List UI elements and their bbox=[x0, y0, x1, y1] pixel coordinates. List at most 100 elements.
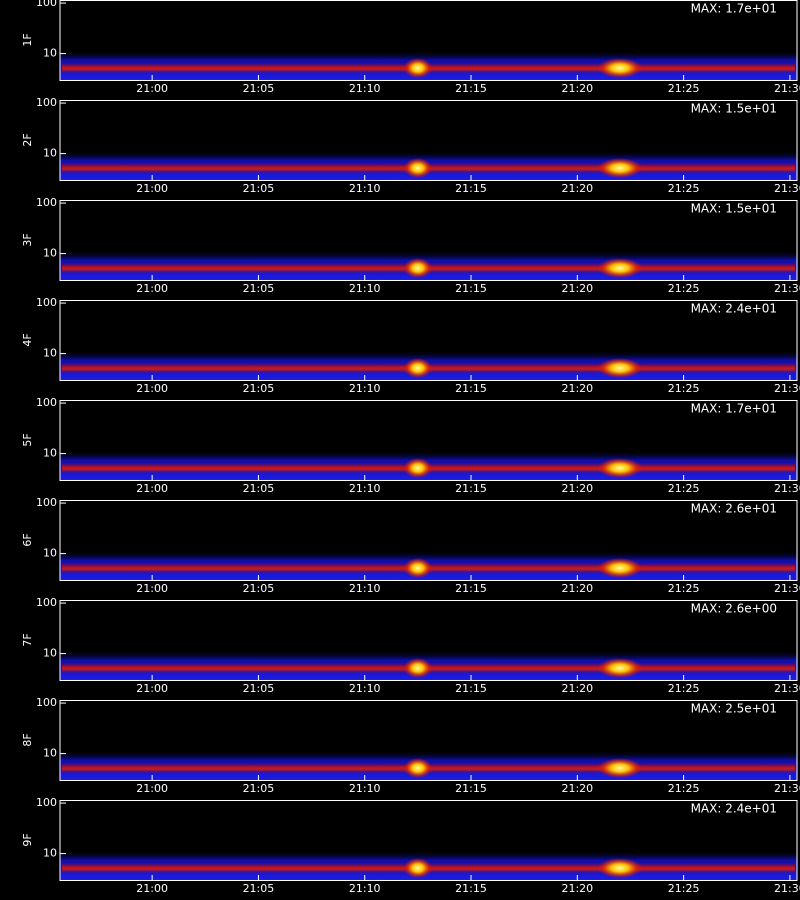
x-tick-label: 21:25 bbox=[668, 782, 700, 795]
x-tick-label: 21:25 bbox=[668, 82, 700, 95]
annotation: MAX: 2.5e+01 bbox=[691, 702, 777, 716]
y-axis-label: 1F bbox=[21, 33, 34, 46]
y-tick-label: 10 bbox=[43, 447, 57, 460]
y-tick-label: 100 bbox=[36, 396, 57, 409]
x-tick-label: 21:30 bbox=[774, 482, 800, 495]
x-tick-label: 21:20 bbox=[561, 482, 593, 495]
y-tick-label: 100 bbox=[36, 496, 57, 509]
y-tick-label: 100 bbox=[36, 596, 57, 609]
x-tick-label: 21:25 bbox=[668, 382, 700, 395]
x-tick-label: 21:10 bbox=[349, 82, 381, 95]
y-axis-label: 5F bbox=[21, 433, 34, 446]
y-tick-label: 10 bbox=[43, 347, 57, 360]
x-tick-label: 21:10 bbox=[349, 382, 381, 395]
annotation: MAX: 1.5e+01 bbox=[691, 202, 777, 216]
x-tick-label: 21:30 bbox=[774, 582, 800, 595]
burst bbox=[597, 158, 642, 178]
plot-frame bbox=[59, 100, 798, 181]
y-axis-label: 3F bbox=[21, 233, 34, 246]
x-tick-label: 21:10 bbox=[349, 482, 381, 495]
x-tick-label: 21:00 bbox=[136, 182, 168, 195]
panel: 10 100 21:00 21:05 21:10 21:15 21:20 21:25 21:30… bbox=[21, 96, 800, 195]
x-tick-label: 21:15 bbox=[455, 282, 487, 295]
y-axis-label: 9F bbox=[21, 833, 34, 846]
x-tick-label: 21:30 bbox=[774, 382, 800, 395]
annotation: MAX: 2.6e+00 bbox=[691, 602, 777, 616]
panel: 10 100 21:00 21:05 21:10 21:15 21:20 21:25 21:30… bbox=[21, 796, 800, 895]
x-tick-label: 21:05 bbox=[243, 282, 275, 295]
burst bbox=[403, 258, 432, 278]
x-tick-label: 21:15 bbox=[455, 82, 487, 95]
annotation: MAX: 2.6e+01 bbox=[691, 502, 777, 516]
x-tick-label: 21:15 bbox=[455, 882, 487, 895]
panel: 10 100 21:00 21:05 21:10 21:15 21:20 21:25 21:30… bbox=[21, 696, 800, 795]
x-tick-label: 21:05 bbox=[243, 182, 275, 195]
panel: 10 100 21:00 21:05 21:10 21:15 21:20 21:25 21:30… bbox=[21, 596, 800, 695]
y-tick-label: 10 bbox=[43, 747, 57, 760]
burst bbox=[403, 558, 432, 578]
x-tick-label: 21:00 bbox=[136, 482, 168, 495]
plot-frame bbox=[59, 500, 798, 581]
y-tick-label: 10 bbox=[43, 647, 57, 660]
x-tick-label: 21:30 bbox=[774, 282, 800, 295]
x-tick-label: 21:20 bbox=[561, 682, 593, 695]
x-tick-label: 21:15 bbox=[455, 382, 487, 395]
panel: 10 100 21:00 21:05 21:10 21:15 21:20 21:25 21:30… bbox=[21, 396, 800, 495]
y-axis-label: 7F bbox=[21, 633, 34, 646]
burst bbox=[597, 358, 642, 378]
x-tick-label: 21:30 bbox=[774, 82, 800, 95]
y-axis-label: 6F bbox=[21, 533, 34, 546]
y-tick-label: 100 bbox=[36, 96, 57, 109]
y-tick-label: 100 bbox=[36, 796, 57, 809]
x-tick-label: 21:25 bbox=[668, 182, 700, 195]
burst bbox=[597, 658, 642, 678]
y-tick-label: 100 bbox=[36, 0, 57, 9]
y-tick-label: 10 bbox=[43, 847, 57, 860]
plot-frame bbox=[59, 600, 798, 681]
x-tick-label: 21:10 bbox=[349, 582, 381, 595]
plot-frame bbox=[59, 700, 798, 781]
burst bbox=[403, 758, 432, 778]
plot-frame bbox=[59, 400, 798, 481]
burst bbox=[597, 558, 642, 578]
x-tick-label: 21:25 bbox=[668, 282, 700, 295]
burst bbox=[597, 858, 642, 878]
y-tick-label: 100 bbox=[36, 696, 57, 709]
x-tick-label: 21:15 bbox=[455, 782, 487, 795]
burst bbox=[403, 858, 432, 878]
x-tick-label: 21:30 bbox=[774, 182, 800, 195]
annotation: MAX: 2.4e+01 bbox=[691, 302, 777, 316]
x-tick-label: 21:20 bbox=[561, 182, 593, 195]
burst bbox=[403, 658, 432, 678]
panel: 10 100 21:00 21:05 21:10 21:15 21:20 21:25 21:30… bbox=[21, 296, 800, 395]
panel: 10 100 21:00 21:05 21:10 21:15 21:20 21:25 21:30… bbox=[21, 196, 800, 295]
annotation: MAX: 1.5e+01 bbox=[691, 102, 777, 116]
x-tick-label: 21:00 bbox=[136, 82, 168, 95]
burst bbox=[597, 58, 642, 78]
x-tick-label: 21:15 bbox=[455, 182, 487, 195]
panel: 10 100 21:00 21:05 21:10 21:15 21:20 21:25 21:30… bbox=[21, 496, 800, 595]
x-tick-label: 21:05 bbox=[243, 782, 275, 795]
x-tick-label: 21:25 bbox=[668, 682, 700, 695]
annotation: MAX: 2.4e+01 bbox=[691, 802, 777, 816]
x-tick-label: 21:05 bbox=[243, 82, 275, 95]
x-tick-label: 21:00 bbox=[136, 582, 168, 595]
y-tick-label: 100 bbox=[36, 196, 57, 209]
x-tick-label: 21:00 bbox=[136, 382, 168, 395]
x-tick-label: 21:25 bbox=[668, 882, 700, 895]
x-tick-label: 21:00 bbox=[136, 682, 168, 695]
burst bbox=[597, 258, 642, 278]
x-tick-label: 21:15 bbox=[455, 482, 487, 495]
burst bbox=[403, 358, 432, 378]
x-tick-label: 21:10 bbox=[349, 182, 381, 195]
y-tick-label: 10 bbox=[43, 547, 57, 560]
x-tick-label: 21:20 bbox=[561, 82, 593, 95]
x-tick-label: 21:20 bbox=[561, 382, 593, 395]
y-tick-label: 100 bbox=[36, 296, 57, 309]
x-tick-label: 21:05 bbox=[243, 582, 275, 595]
x-tick-label: 21:05 bbox=[243, 682, 275, 695]
x-tick-label: 21:10 bbox=[349, 682, 381, 695]
x-tick-label: 21:25 bbox=[668, 582, 700, 595]
x-tick-label: 21:20 bbox=[561, 282, 593, 295]
